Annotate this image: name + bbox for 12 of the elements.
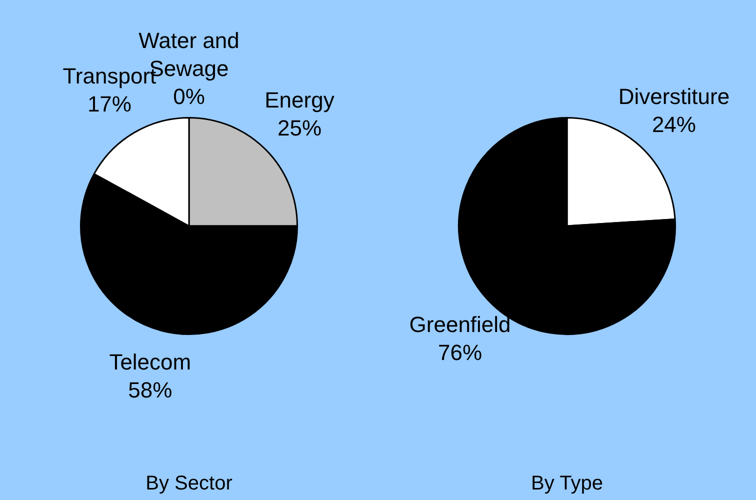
data-label: 24% [652, 112, 696, 138]
text: By Type [531, 472, 603, 495]
text: 0% [173, 84, 205, 109]
slice-label: Energy [264, 88, 334, 113]
slice-label: Telecom [109, 349, 192, 374]
data-label: 58% [128, 377, 172, 402]
slice-label: Diverstiture [618, 84, 730, 110]
text: By Sector [146, 472, 233, 495]
data-label: 76% [438, 340, 482, 365]
data-label: 25% [277, 116, 322, 141]
data-label: 17% [87, 92, 132, 117]
slice-label: Greenfield [409, 312, 511, 337]
